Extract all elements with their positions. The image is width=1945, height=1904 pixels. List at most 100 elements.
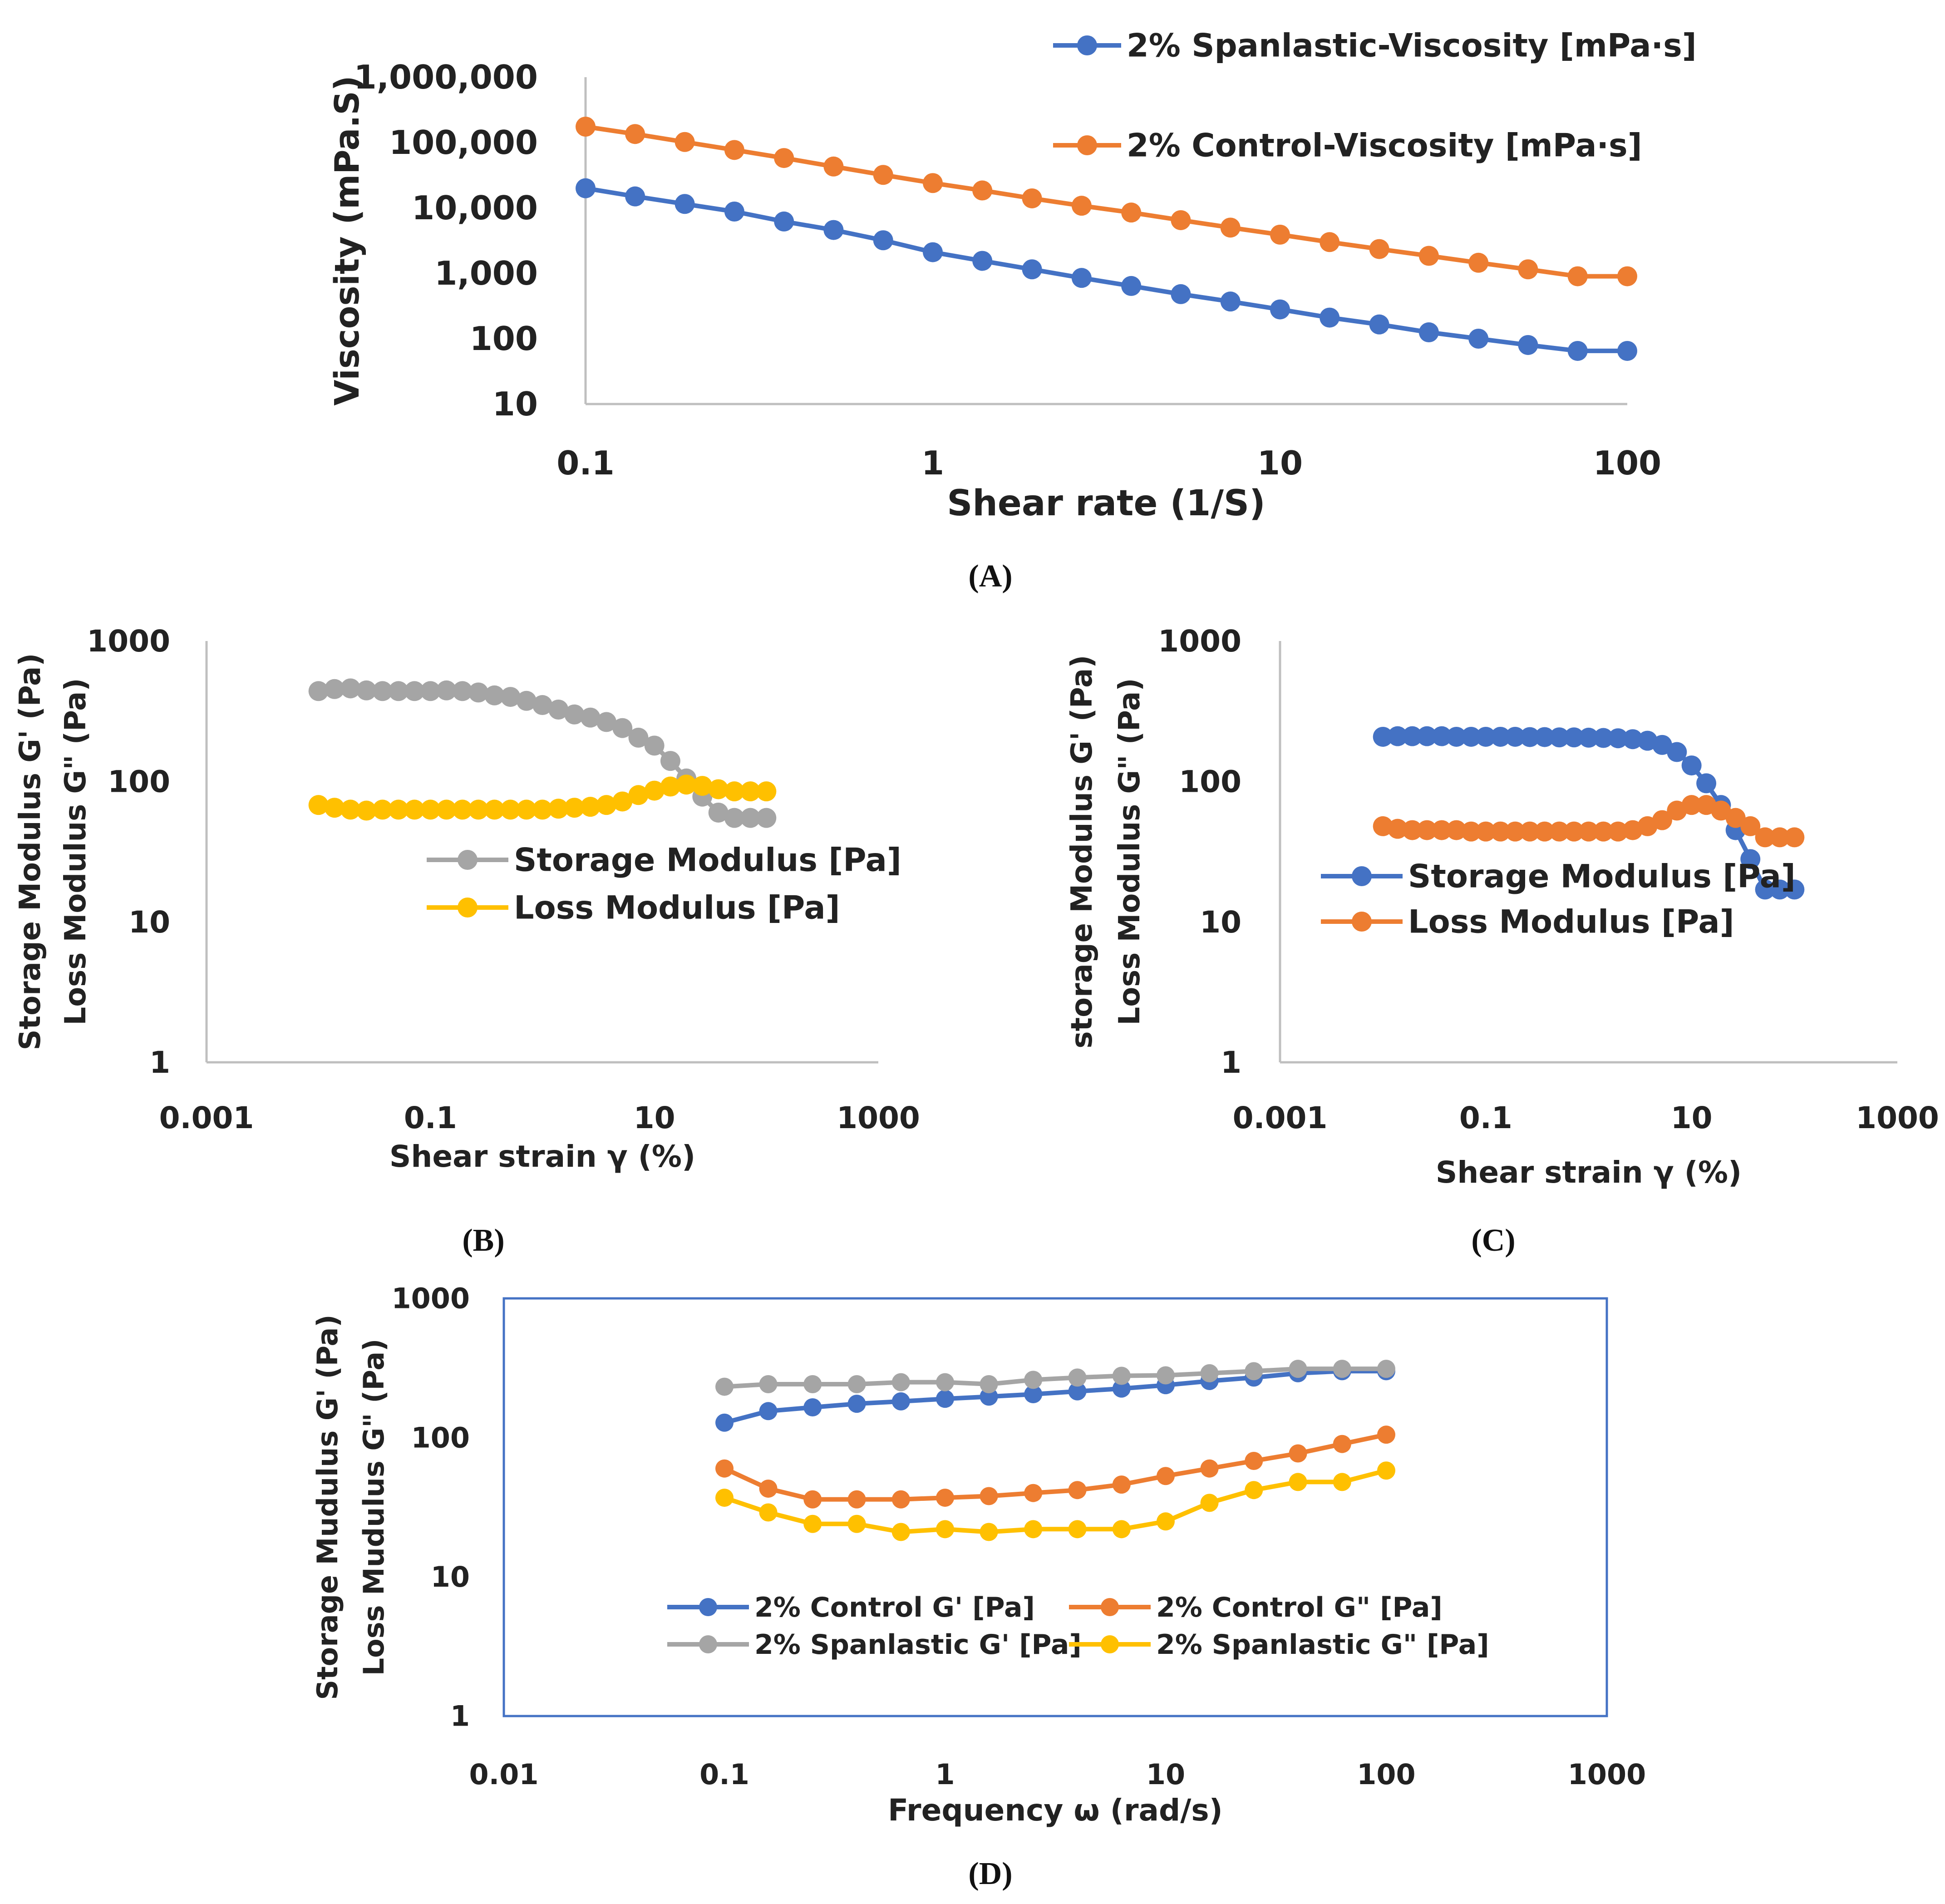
data-point	[1171, 210, 1191, 230]
data-point	[756, 808, 777, 828]
data-point	[936, 1489, 954, 1507]
data-point	[1696, 773, 1717, 794]
series-3	[715, 1360, 1395, 1396]
y-tick-label: 1	[1221, 1045, 1241, 1080]
legend-entry-label: Loss Modulus [Pa]	[514, 889, 840, 927]
data-point	[576, 117, 596, 137]
data-point	[1608, 728, 1628, 749]
data-point	[1534, 821, 1555, 842]
series-line	[724, 1366, 1386, 1389]
data-point	[372, 799, 393, 820]
x-tick-label: 0.1	[699, 1758, 749, 1791]
data-point	[891, 1373, 910, 1391]
data-point	[1681, 755, 1702, 776]
data-point	[724, 781, 744, 802]
data-point	[1784, 879, 1805, 900]
data-point	[1567, 266, 1588, 286]
series-line	[724, 1369, 1386, 1425]
data-point	[596, 795, 617, 815]
x-tick-label: 0.01	[469, 1758, 539, 1791]
data-point	[1388, 819, 1408, 839]
chart-panel-a: 10 100 1,000 10,000 100,000 1,000,000 0.1 1 10 10…	[328, 27, 1697, 594]
data-point	[612, 718, 633, 738]
data-point	[644, 735, 665, 756]
data-point	[1681, 795, 1702, 815]
data-point	[580, 707, 601, 728]
x-tick-label: 1	[935, 1758, 955, 1791]
data-point	[715, 1489, 734, 1507]
x-tick-label: 1	[921, 444, 944, 482]
data-point	[873, 165, 893, 185]
data-point	[1755, 879, 1775, 900]
data-point	[1121, 202, 1142, 223]
data-point	[436, 680, 457, 700]
data-point	[1068, 1382, 1087, 1401]
data-point	[1505, 726, 1526, 747]
data-point	[1112, 1520, 1131, 1539]
data-point	[1200, 1364, 1219, 1382]
data-point	[1220, 217, 1241, 238]
data-point	[891, 1523, 910, 1541]
chart-panel-d: 1 10 100 1000 0.01 0.1 1 10 100 1000 Frequency ω (…	[311, 1282, 1646, 1891]
data-point	[1320, 307, 1340, 328]
legend-swatch-marker	[1352, 912, 1372, 932]
data-point	[1024, 1484, 1043, 1502]
x-axis-title: Shear strain γ (%)	[1436, 1155, 1742, 1190]
legend: Storage Modulus [Pa] Loss Modulus [Pa]	[1321, 858, 1796, 941]
legend-swatch-marker	[458, 898, 478, 917]
data-point	[1270, 299, 1290, 320]
y-tick-label: 1	[149, 1045, 170, 1080]
chart-panel-c: 1 10 100 1000 0.001 0.1 10 1000 Shear strain γ (…	[1065, 624, 1939, 1258]
y-tick-label: 1000	[391, 1282, 470, 1315]
data-point	[803, 1514, 822, 1533]
data-point	[1377, 1360, 1395, 1378]
series-4	[715, 1461, 1395, 1541]
data-point	[724, 808, 744, 828]
series-2	[308, 774, 777, 821]
x-tick-label: 1000	[1568, 1758, 1646, 1791]
data-point	[1071, 196, 1092, 216]
data-point	[891, 1392, 910, 1411]
y-tick-label: 100	[411, 1421, 470, 1454]
series-line	[585, 186, 1627, 353]
y-tick-label: 100,000	[389, 123, 538, 162]
data-point	[1373, 726, 1393, 747]
data-point	[1369, 239, 1389, 259]
data-point	[1068, 1481, 1087, 1500]
data-point	[724, 201, 744, 222]
data-point	[1418, 246, 1439, 266]
data-point	[1333, 1360, 1351, 1378]
data-point	[1652, 810, 1672, 830]
x-tick-label: 1000	[837, 1100, 920, 1135]
legend-swatch-marker	[699, 1598, 717, 1616]
data-point	[1068, 1368, 1087, 1387]
legend-entry-label: Loss Modulus [Pa]	[1408, 903, 1734, 941]
data-point	[1755, 827, 1775, 848]
y-axis-title: Viscosity (mPa.S)	[328, 75, 367, 405]
legend-swatch-marker	[699, 1635, 717, 1653]
data-point	[1490, 821, 1511, 842]
data-point	[847, 1395, 866, 1413]
data-point	[891, 1490, 910, 1509]
data-point	[1784, 827, 1805, 848]
data-point	[356, 800, 377, 821]
data-point	[715, 1459, 734, 1478]
data-point	[692, 776, 713, 796]
y-tick-label: 10	[1200, 905, 1241, 940]
data-point	[1245, 1481, 1263, 1500]
x-tick-label: 0.001	[1233, 1100, 1328, 1135]
legend-entry-label: 2% Spanlastic-Viscosity [mPa·s]	[1127, 27, 1697, 64]
data-point	[356, 680, 377, 700]
data-point	[1518, 259, 1538, 280]
data-point	[660, 776, 680, 797]
data-point	[484, 685, 505, 705]
data-point	[532, 695, 552, 715]
data-point	[1432, 820, 1452, 840]
data-point	[1112, 1475, 1131, 1494]
series-2	[1373, 795, 1805, 848]
y-tick-label: 1000	[1158, 624, 1241, 659]
x-axis-title: Shear rate (1/S)	[947, 483, 1265, 524]
y-axis-title: Loss Mudulus G" (Pa)	[357, 1339, 390, 1676]
data-point	[675, 132, 695, 152]
data-point	[1476, 821, 1496, 842]
